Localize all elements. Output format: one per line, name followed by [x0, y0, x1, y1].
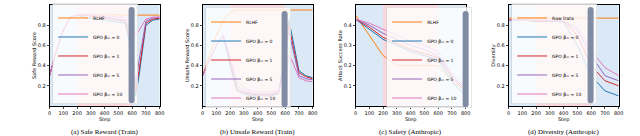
svg-text:200: 200 — [72, 110, 82, 116]
svg-text:GPO βₘ = 5: GPO βₘ = 5 — [427, 77, 453, 82]
svg-text:RLHF: RLHF — [93, 16, 105, 21]
svg-text:GPO βₘ = 0: GPO βₘ = 0 — [246, 39, 272, 44]
svg-text:GPO βₘ = 1: GPO βₘ = 1 — [427, 58, 453, 63]
svg-text:500: 500 — [573, 110, 583, 116]
svg-text:400: 400 — [253, 110, 263, 116]
svg-text:0.1: 0.1 — [344, 83, 352, 89]
svg-text:100: 100 — [212, 110, 222, 116]
svg-text:800: 800 — [461, 110, 471, 116]
svg-text:GPO βₘ = 10: GPO βₘ = 10 — [93, 92, 122, 97]
svg-text:Step: Step — [252, 116, 263, 123]
svg-text:0: 0 — [201, 110, 204, 116]
svg-text:600: 600 — [127, 110, 137, 116]
svg-text:GPO βₘ = 1: GPO βₘ = 1 — [93, 54, 119, 59]
svg-text:0.4: 0.4 — [497, 62, 505, 68]
svg-text:0.8: 0.8 — [191, 22, 199, 28]
svg-text:0.2: 0.2 — [344, 62, 352, 68]
svg-text:300: 300 — [239, 110, 249, 116]
svg-text:GPO βₘ = 0: GPO βₘ = 0 — [552, 35, 578, 40]
svg-text:Step: Step — [99, 116, 110, 123]
svg-text:Step: Step — [558, 116, 569, 123]
svg-text:0.6: 0.6 — [191, 42, 199, 48]
svg-text:0.4: 0.4 — [344, 22, 352, 28]
svg-text:GPO βₘ = 1: GPO βₘ = 1 — [552, 54, 578, 59]
svg-text:Unsafe Reward Score: Unsafe Reward Score — [184, 29, 190, 82]
svg-text:500: 500 — [267, 110, 277, 116]
svg-text:0.8: 0.8 — [38, 22, 46, 28]
svg-text:300: 300 — [545, 110, 555, 116]
svg-text:RLHF: RLHF — [427, 20, 439, 25]
svg-text:Step: Step — [405, 116, 416, 123]
svg-text:GPO βₘ = 5: GPO βₘ = 5 — [552, 73, 578, 78]
svg-text:(b) Unsafe Reward (Train): (b) Unsafe Reward (Train) — [220, 128, 295, 136]
svg-text:RLHF: RLHF — [246, 20, 258, 25]
svg-text:GPO βₘ = 5: GPO βₘ = 5 — [93, 73, 119, 78]
svg-text:GPO βₘ = 10: GPO βₘ = 10 — [427, 96, 456, 101]
svg-text:800: 800 — [614, 110, 624, 116]
svg-text:Diversity: Diversity — [490, 44, 497, 66]
svg-text:500: 500 — [420, 110, 430, 116]
svg-text:400: 400 — [406, 110, 416, 116]
svg-text:GPO βₘ = 0: GPO βₘ = 0 — [93, 35, 119, 40]
svg-text:0.2: 0.2 — [38, 83, 46, 89]
svg-text:300: 300 — [86, 110, 96, 116]
svg-text:400: 400 — [559, 110, 569, 116]
svg-text:Attack Success Rate: Attack Success Rate — [337, 30, 343, 81]
svg-text:0.4: 0.4 — [191, 62, 199, 68]
svg-text:GPO βₘ = 10: GPO βₘ = 10 — [246, 96, 275, 101]
svg-text:0.6: 0.6 — [38, 42, 46, 48]
svg-text:600: 600 — [586, 110, 596, 116]
svg-text:0.4: 0.4 — [38, 62, 46, 68]
svg-text:0: 0 — [507, 110, 510, 116]
svg-text:600: 600 — [433, 110, 443, 116]
svg-text:800: 800 — [155, 110, 165, 116]
svg-text:GPO βₘ = 1: GPO βₘ = 1 — [246, 58, 272, 63]
svg-text:Safe Reward Score: Safe Reward Score — [31, 32, 37, 79]
svg-text:200: 200 — [378, 110, 388, 116]
svg-text:0.8: 0.8 — [497, 22, 505, 28]
svg-text:100: 100 — [518, 110, 528, 116]
svg-text:Raw Data: Raw Data — [552, 16, 574, 21]
svg-text:(c) Safety (Anthropic): (c) Safety (Anthropic) — [379, 128, 442, 136]
svg-text:0.2: 0.2 — [191, 83, 199, 89]
svg-text:(a) Safe Reward (Train): (a) Safe Reward (Train) — [71, 128, 138, 136]
svg-text:600: 600 — [280, 110, 290, 116]
svg-text:GPO βₘ = 0: GPO βₘ = 0 — [427, 39, 453, 44]
svg-text:100: 100 — [365, 110, 375, 116]
svg-text:200: 200 — [225, 110, 235, 116]
svg-text:700: 700 — [447, 110, 457, 116]
svg-text:(d) Diversity (Anthropic): (d) Diversity (Anthropic) — [528, 128, 599, 136]
svg-text:300: 300 — [392, 110, 402, 116]
svg-text:GPO βₘ = 5: GPO βₘ = 5 — [246, 77, 272, 82]
svg-text:GPO βₘ = 10: GPO βₘ = 10 — [552, 92, 581, 97]
svg-text:700: 700 — [600, 110, 610, 116]
svg-text:0: 0 — [48, 110, 51, 116]
svg-text:700: 700 — [294, 110, 304, 116]
svg-text:700: 700 — [141, 110, 151, 116]
svg-text:0.3: 0.3 — [344, 42, 352, 48]
svg-text:0: 0 — [354, 110, 357, 116]
svg-text:0.6: 0.6 — [497, 42, 505, 48]
svg-text:200: 200 — [531, 110, 541, 116]
svg-text:500: 500 — [114, 110, 124, 116]
svg-text:100: 100 — [59, 110, 69, 116]
svg-text:400: 400 — [100, 110, 110, 116]
svg-text:800: 800 — [308, 110, 318, 116]
svg-text:0.2: 0.2 — [497, 83, 505, 89]
